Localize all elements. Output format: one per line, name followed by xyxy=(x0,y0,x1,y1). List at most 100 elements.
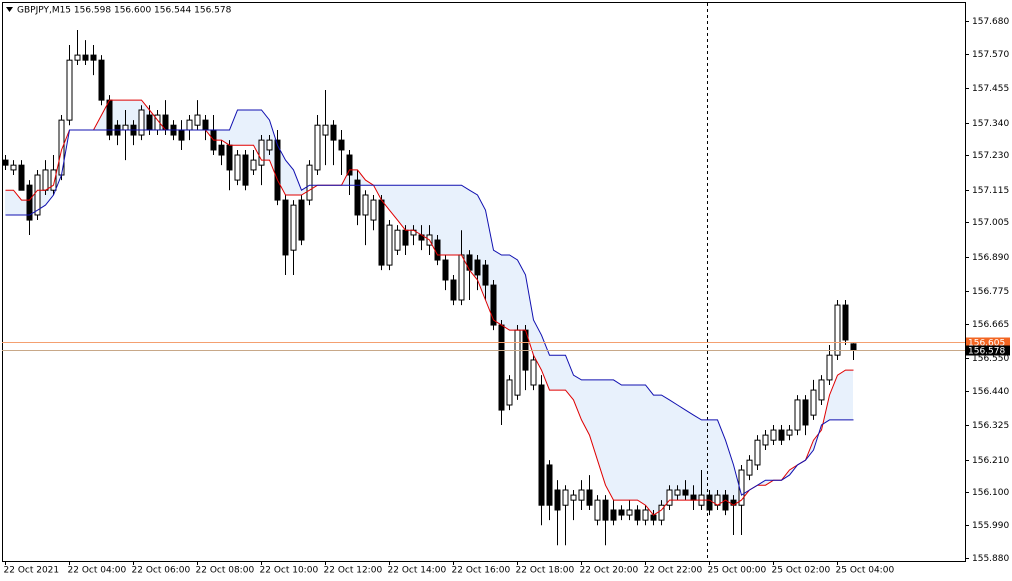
candle-body-down xyxy=(498,324,505,411)
candle-body-up xyxy=(674,489,681,496)
cloud-fill xyxy=(5,100,853,516)
candle-body-down xyxy=(778,429,785,441)
candle-body-down xyxy=(610,509,617,521)
candle-body-up xyxy=(66,59,73,121)
y-tick-label: 155.990 xyxy=(972,521,1009,531)
price-label-box xyxy=(966,337,1010,348)
price-label: 156.578 xyxy=(968,347,1005,357)
candle-body-up xyxy=(514,329,521,396)
y-tick-label: 157.455 xyxy=(972,84,1009,94)
candle-body-down xyxy=(842,304,849,341)
candle-body-down xyxy=(282,199,289,256)
candle-body-up xyxy=(250,159,257,171)
candle-body-up xyxy=(578,489,585,501)
x-tick-label: 22 Oct 22:00 xyxy=(644,566,703,576)
candle-body-up xyxy=(594,499,601,521)
indicator-line xyxy=(5,99,854,516)
candle-body-down xyxy=(722,494,729,511)
candle-body-up xyxy=(658,504,665,521)
y-tick-label: 156.100 xyxy=(972,488,1009,498)
candle-body-down xyxy=(330,124,337,141)
candle-body-down xyxy=(378,199,385,266)
candle-body-down xyxy=(474,259,481,276)
candle-body-down xyxy=(98,59,105,101)
candle-body-up xyxy=(818,379,825,401)
candle-body-down xyxy=(538,384,545,506)
candle-body-down xyxy=(554,489,561,511)
candle-body-down xyxy=(82,54,89,61)
menu-arrow[interactable] xyxy=(6,7,13,12)
candle-body-down xyxy=(650,514,657,521)
candle-body-down xyxy=(18,164,25,191)
x-tick-label: 22 Oct 10:00 xyxy=(260,566,319,576)
y-tick-label: 156.325 xyxy=(972,421,1009,431)
y-tick-label: 156.210 xyxy=(972,456,1009,466)
y-tick-label: 157.680 xyxy=(972,17,1009,27)
candle-body-down xyxy=(450,279,457,301)
candle-body-up xyxy=(738,469,745,506)
candle-body-down xyxy=(602,499,609,521)
chart-title: GBPJPY,M15 156.598 156.600 156.544 156.5… xyxy=(17,6,232,16)
candle-body-up xyxy=(562,489,569,506)
candle-body-down xyxy=(434,239,441,261)
x-tick-label: 22 Oct 20:00 xyxy=(580,566,639,576)
candle-body-down xyxy=(634,509,641,521)
x-tick-label: 22 Oct 04:00 xyxy=(68,566,127,576)
candle-body-up xyxy=(826,354,833,381)
candle-body-up xyxy=(786,429,793,436)
candle-body-down xyxy=(850,343,857,351)
x-tick-label: 22 Oct 2021 xyxy=(4,566,60,576)
candle-body-down xyxy=(690,494,697,501)
indicator-line xyxy=(5,109,854,496)
candle-body-up xyxy=(770,429,777,441)
y-tick-label: 157.340 xyxy=(972,119,1009,129)
candle-body-up xyxy=(34,174,41,216)
y-tick-label: 156.665 xyxy=(972,320,1009,330)
candle-body-up xyxy=(186,119,193,131)
candle-body-up xyxy=(626,509,633,516)
x-tick-label: 22 Oct 12:00 xyxy=(324,566,383,576)
x-tick-label: 25 Oct 04:00 xyxy=(836,566,895,576)
candle-body-down xyxy=(346,154,353,176)
candle-body-up xyxy=(810,389,817,416)
candle-body-up xyxy=(570,494,577,501)
candle-body-up xyxy=(234,154,241,181)
candle-body-up xyxy=(458,254,465,301)
price-label-box xyxy=(966,345,1010,356)
candle-body-down xyxy=(490,284,497,326)
candle-body-up xyxy=(834,304,841,356)
x-tick-label: 25 Oct 00:00 xyxy=(708,566,767,576)
y-tick-label: 156.890 xyxy=(972,253,1009,263)
candle-body-up xyxy=(506,379,513,406)
candle-body-up xyxy=(386,224,393,266)
candle-body-down xyxy=(242,154,249,186)
candle-body-down xyxy=(2,159,9,166)
candle-body-down xyxy=(226,144,233,171)
candle-body-down xyxy=(482,264,489,286)
x-tick-label: 25 Oct 02:00 xyxy=(772,566,831,576)
y-tick-label: 157.115 xyxy=(972,186,1009,196)
candle-body-up xyxy=(306,164,313,201)
plot-layer xyxy=(2,30,857,546)
candle-body-down xyxy=(90,54,97,61)
candle-body-down xyxy=(802,399,809,426)
x-tick-label: 22 Oct 18:00 xyxy=(516,566,575,576)
candle-body-up xyxy=(322,124,329,136)
candle-body-up xyxy=(754,439,761,466)
x-tick-label: 22 Oct 06:00 xyxy=(132,566,191,576)
candle-body-up xyxy=(10,164,17,171)
candle-body-up xyxy=(762,434,769,446)
y-tick-label: 155.880 xyxy=(972,554,1009,564)
candle-body-up xyxy=(794,399,801,431)
candle-body-down xyxy=(586,489,593,506)
y-tick-label: 157.005 xyxy=(972,218,1009,228)
y-tick-label: 156.550 xyxy=(972,354,1009,364)
candle-body-up xyxy=(74,54,81,61)
candle-body-up xyxy=(530,359,537,386)
candle-body-down xyxy=(218,144,225,156)
candle-body-down xyxy=(546,464,553,506)
candle-body-down xyxy=(338,139,345,151)
x-tick-label: 22 Oct 08:00 xyxy=(196,566,255,576)
candle-body-down xyxy=(274,139,281,201)
